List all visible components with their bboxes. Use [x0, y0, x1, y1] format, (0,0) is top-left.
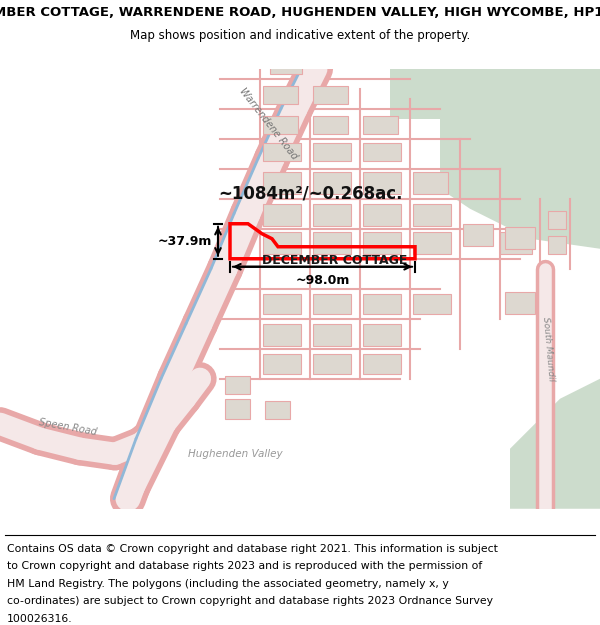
Text: ~98.0m: ~98.0m	[295, 274, 350, 287]
Bar	[363, 324, 401, 346]
Text: Contains OS data © Crown copyright and database right 2021. This information is : Contains OS data © Crown copyright and d…	[7, 544, 498, 554]
Bar	[363, 204, 401, 226]
Polygon shape	[510, 379, 600, 509]
Bar	[500, 232, 532, 254]
Bar	[363, 294, 401, 314]
Bar	[263, 204, 301, 226]
Bar	[463, 224, 493, 246]
Bar	[263, 294, 301, 314]
Text: DECEMBER COTTAGE, WARRENDENE ROAD, HUGHENDEN VALLEY, HIGH WYCOMBE, HP14 4LX: DECEMBER COTTAGE, WARRENDENE ROAD, HUGHE…	[0, 6, 600, 19]
Text: DECEMBER COTTAGE: DECEMBER COTTAGE	[262, 254, 407, 267]
Polygon shape	[440, 69, 600, 249]
Bar	[265, 401, 290, 419]
Bar	[363, 172, 401, 194]
Polygon shape	[390, 69, 440, 119]
Bar	[263, 86, 298, 104]
Text: South Maundil: South Maundil	[541, 316, 555, 381]
Bar	[548, 236, 566, 254]
Bar	[313, 232, 351, 254]
Bar	[413, 204, 451, 226]
Text: HM Land Registry. The polygons (including the associated geometry, namely x, y: HM Land Registry. The polygons (includin…	[7, 579, 449, 589]
Bar	[548, 211, 566, 229]
Bar	[313, 294, 351, 314]
Bar	[313, 142, 351, 161]
Bar	[225, 399, 250, 419]
Text: ~1084m²/~0.268ac.: ~1084m²/~0.268ac.	[218, 185, 402, 202]
Bar	[263, 172, 301, 194]
Bar	[313, 204, 351, 226]
Bar	[263, 324, 301, 346]
Bar	[263, 116, 298, 134]
Bar	[313, 324, 351, 346]
Text: Map shows position and indicative extent of the property.: Map shows position and indicative extent…	[130, 29, 470, 42]
Bar	[505, 227, 535, 249]
Text: Hughenden Valley: Hughenden Valley	[188, 449, 283, 459]
Bar	[313, 86, 348, 104]
Text: Speen Road: Speen Road	[38, 417, 98, 437]
Bar	[363, 232, 401, 254]
Bar	[263, 354, 301, 374]
Bar	[505, 292, 535, 314]
Bar	[225, 376, 250, 394]
Bar	[263, 232, 301, 254]
Text: to Crown copyright and database rights 2023 and is reproduced with the permissio: to Crown copyright and database rights 2…	[7, 561, 482, 571]
Bar	[313, 116, 348, 134]
Bar	[363, 354, 401, 374]
Bar	[313, 354, 351, 374]
Bar	[270, 64, 302, 74]
Bar	[263, 142, 301, 161]
Bar	[413, 294, 451, 314]
Bar	[413, 172, 448, 194]
Text: Warrendene Road: Warrendene Road	[237, 86, 299, 161]
Text: ~37.9m: ~37.9m	[158, 235, 212, 248]
Bar	[363, 116, 398, 134]
Bar	[363, 142, 401, 161]
Bar	[413, 232, 451, 254]
Text: co-ordinates) are subject to Crown copyright and database rights 2023 Ordnance S: co-ordinates) are subject to Crown copyr…	[7, 596, 493, 606]
Bar	[313, 172, 351, 194]
Text: 100026316.: 100026316.	[7, 614, 73, 624]
